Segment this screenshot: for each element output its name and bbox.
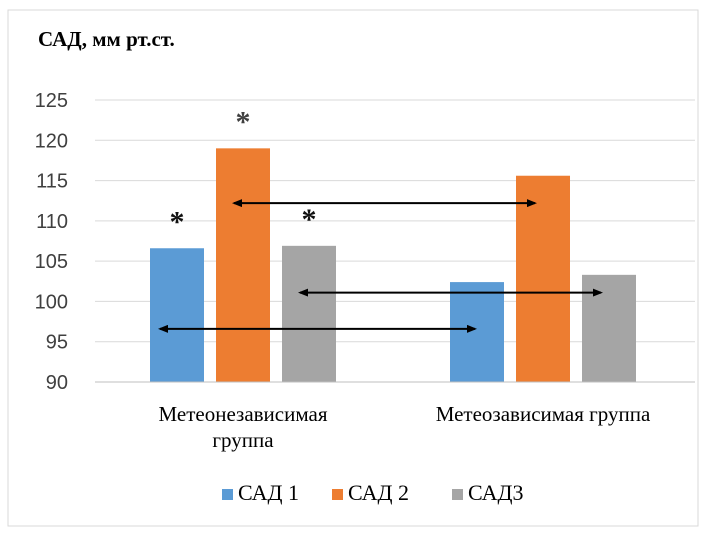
y-tick-label: 125	[35, 90, 68, 112]
legend: САД 1 САД 2 САД3	[222, 480, 523, 505]
y-tick-label: 100	[35, 291, 68, 313]
legend-swatch-3	[452, 489, 463, 500]
comparison-arrows	[158, 199, 603, 333]
category-label-1: Метеонезависимая группа	[159, 402, 328, 452]
bar-2-1	[216, 148, 270, 382]
bars	[150, 148, 636, 382]
y-tick-label: 110	[36, 211, 68, 233]
bar-3-2	[582, 274, 636, 382]
legend-label-3: САД3	[468, 480, 523, 505]
significance-marker: *	[302, 203, 317, 236]
category-label-line: Метеозависимая группа	[436, 402, 651, 426]
legend-label-2: САД 2	[348, 480, 409, 505]
legend-swatch-1	[222, 489, 233, 500]
y-tick-label: 90	[46, 372, 68, 394]
category-label-line: группа	[212, 428, 274, 452]
legend-label-1: САД 1	[238, 480, 299, 505]
category-label-2: Метеозависимая группа	[436, 402, 651, 426]
category-labels: Метеонезависимая группа Метеозависимая гру…	[159, 402, 651, 452]
bar-1-1	[150, 248, 204, 382]
bar-2-2	[516, 175, 570, 382]
legend-swatch-2	[332, 489, 343, 500]
significance-markers: * * *	[170, 105, 317, 238]
chart-title: САД, мм рт.ст.	[38, 27, 175, 51]
significance-marker: *	[170, 205, 185, 238]
chart-background	[7, 9, 699, 527]
y-axis-labels: 90 95 100 105 110 115 120 125	[35, 90, 68, 394]
y-tick-label: 95	[46, 332, 68, 354]
y-tick-label: 105	[35, 251, 68, 273]
y-tick-label: 115	[36, 171, 68, 193]
bar-3-1	[282, 245, 336, 382]
significance-marker: *	[236, 105, 251, 138]
bar-1-2	[450, 282, 504, 382]
y-tick-label: 120	[35, 130, 68, 152]
category-label-line: Метеонезависимая	[159, 402, 328, 426]
